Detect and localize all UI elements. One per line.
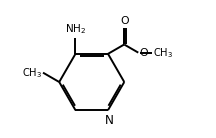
Text: O: O — [139, 48, 148, 58]
Text: CH$_3$: CH$_3$ — [152, 46, 173, 59]
Text: NH$_2$: NH$_2$ — [65, 22, 86, 36]
Text: O: O — [121, 16, 129, 26]
Text: CH$_3$: CH$_3$ — [22, 66, 42, 80]
Text: N: N — [104, 114, 113, 127]
